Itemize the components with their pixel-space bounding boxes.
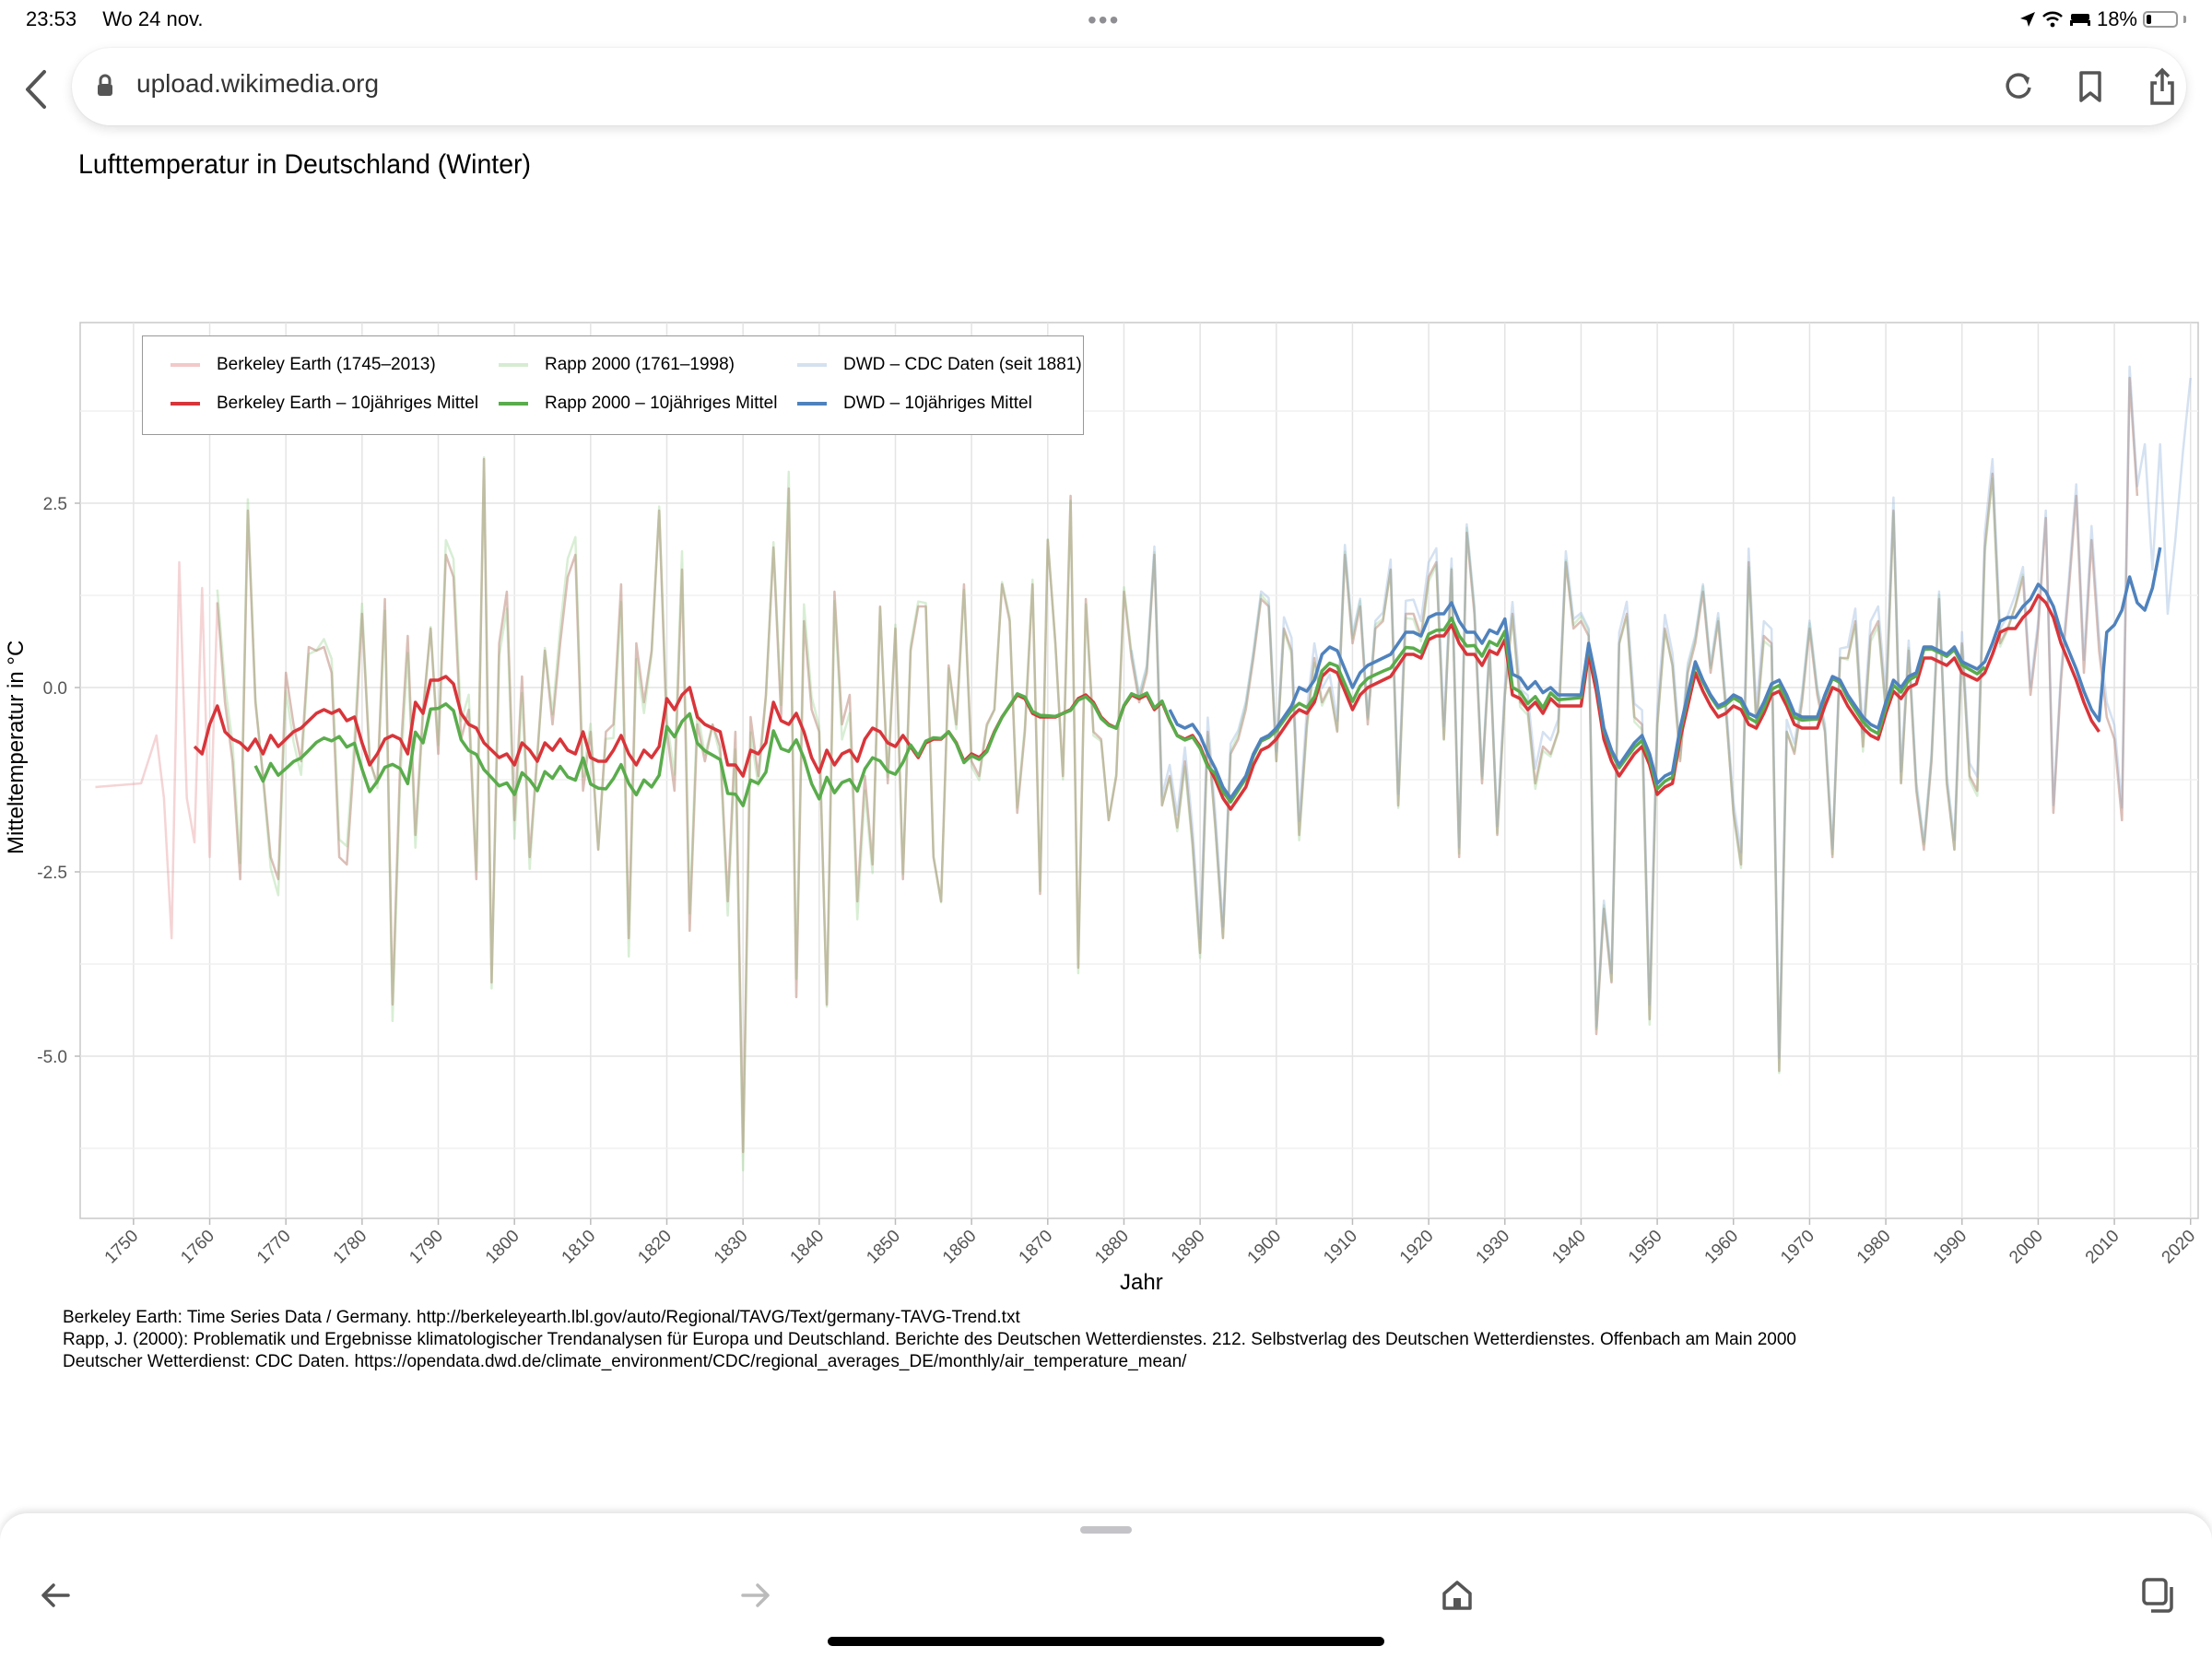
x-tick-label: 1820 [634,1227,676,1268]
y-tick-label: -2.5 [37,864,67,883]
x-tick-label: 1840 [787,1227,829,1268]
wifi-icon [2042,11,2063,28]
status-right: 18% [2019,7,2186,31]
grid-lines [80,323,2198,1218]
legend-swatch [171,363,200,367]
battery-fill [2147,15,2152,24]
x-axis-ticks: 1750 1760 1770 1780 1790 1800 1810 1820 1830 1840… [101,1218,2200,1268]
legend-swatch [797,402,827,406]
x-tick-label: 1930 [1473,1227,1514,1268]
x-tick-label: 2000 [2006,1227,2047,1268]
back-chevron-icon[interactable] [17,66,57,112]
y-axis-label: Mitteltemperatur in °C [4,640,29,854]
reload-icon[interactable] [1998,66,2039,107]
chart-plot: 1750 1760 1770 1780 1790 1800 1810 1820 1830 1840… [37,322,2200,1268]
chart-legend: Berkeley Earth (1745–2013) Rapp 2000 (17… [142,335,1084,435]
legend-swatch [797,363,827,367]
multitasking-dots-icon[interactable]: ••• [1088,6,1121,34]
toolbar-grabber[interactable] [1080,1526,1132,1534]
series-line-dwd-annual [1130,365,2192,1059]
x-tick-label: 1880 [1091,1227,1133,1268]
series-line-rapp-annual [216,455,2025,1171]
x-tick-label: 1750 [101,1227,143,1268]
series-line-berkeley-annual [95,376,2139,1154]
battery-tip [2183,16,2186,23]
x-tick-label: 2010 [2082,1227,2124,1268]
x-tick-label: 1760 [177,1227,218,1268]
x-tick-label: 1790 [406,1227,447,1268]
status-bar: 23:53 Wo 24 nov. ••• 18% [0,0,2212,41]
x-tick-label: 1960 [1701,1227,1743,1268]
lock-icon [98,74,112,96]
x-tick-label: 1920 [1396,1227,1438,1268]
x-tick-label: 1990 [1930,1227,1971,1268]
tabs-icon[interactable] [2136,1574,2179,1617]
address-bar[interactable]: upload.wikimedia.org [72,48,2186,125]
status-time: 23:53 [26,7,77,30]
x-tick-label: 1980 [1853,1227,1895,1268]
x-tick-label: 1860 [939,1227,981,1268]
legend-item-berkeley-annual: Berkeley Earth (1745–2013) [171,355,436,375]
x-tick-label: 1900 [1244,1227,1286,1268]
forward-arrow-icon[interactable] [734,1574,776,1617]
legend-label: Rapp 2000 – 10jähriges Mittel [545,394,778,413]
reference-dwd: Deutscher Wetterdienst: CDC Daten. https… [63,1352,1187,1371]
x-tick-label: 1890 [1168,1227,1209,1268]
legend-swatch [499,363,528,367]
legend-label: Berkeley Earth (1745–2013) [217,355,436,374]
x-axis-label: Jahr [1120,1270,1163,1295]
legend-label: DWD – 10jähriges Mittel [843,394,1032,413]
series-line-overlap [216,376,2139,1154]
legend-item-rapp-mean: Rapp 2000 – 10jähriges Mittel [499,394,777,414]
series-lines [95,365,2192,1171]
x-tick-label: 1770 [253,1227,295,1268]
bookmark-icon[interactable] [2070,66,2111,107]
battery-icon [2143,11,2178,28]
reference-berkeley: Berkeley Earth: Time Series Data / Germa… [63,1308,1020,1327]
x-tick-label: 1940 [1548,1227,1590,1268]
y-tick-label: 0.0 [43,679,67,699]
battery-percent: 18% [2096,7,2137,30]
status-date: Wo 24 nov. [102,7,204,30]
reference-rapp: Rapp, J. (2000): Problematik und Ergebni… [63,1330,1796,1349]
plot-border [79,322,2199,1219]
series-line-dwd-mean10 [1168,547,2162,800]
legend-item-dwd-mean: DWD – 10jähriges Mittel [797,394,1032,414]
status-left: 23:53 Wo 24 nov. [26,7,223,31]
home-indicator[interactable] [828,1637,1384,1646]
legend-swatch [171,402,200,406]
references: Berkeley Earth: Time Series Data / Germa… [63,1307,1796,1373]
url-text[interactable]: upload.wikimedia.org [136,69,380,98]
legend-label: Rapp 2000 (1761–1998) [545,355,735,374]
sleep-mode-icon [2069,14,2090,26]
x-tick-label: 1910 [1320,1227,1361,1268]
legend-item-dwd-annual: DWD – CDC Daten (seit 1881) [797,355,1082,375]
x-tick-label: 1870 [1016,1227,1057,1268]
browser-toolbar: upload.wikimedia.org [0,48,2212,129]
x-tick-label: 1830 [711,1227,752,1268]
chart-title: Lufttemperatur in Deutschland (Winter) [78,149,532,180]
y-axis-ticks: 2.5 0.0 -2.5 -5.0 [37,495,80,1067]
location-arrow-icon [2019,12,2035,27]
x-tick-label: 2020 [2159,1227,2200,1268]
x-tick-label: 1780 [330,1227,371,1268]
legend-label: DWD – CDC Daten (seit 1881) [843,355,1082,374]
x-tick-label: 1970 [1777,1227,1818,1268]
legend-label: Berkeley Earth – 10jähriges Mittel [217,394,479,413]
bottom-toolbar [0,1513,2212,1658]
share-icon[interactable] [2142,66,2183,107]
legend-item-rapp-annual: Rapp 2000 (1761–1998) [499,355,735,375]
home-icon[interactable] [1436,1574,1478,1617]
x-tick-label: 1800 [482,1227,524,1268]
x-tick-label: 1950 [1625,1227,1666,1268]
back-arrow-icon[interactable] [35,1574,77,1617]
x-tick-label: 1810 [559,1227,600,1268]
y-tick-label: 2.5 [43,495,67,514]
y-tick-label: -5.0 [37,1048,67,1067]
legend-item-berkeley-mean: Berkeley Earth – 10jähriges Mittel [171,394,478,414]
legend-swatch [499,402,528,406]
x-tick-label: 1850 [863,1227,904,1268]
